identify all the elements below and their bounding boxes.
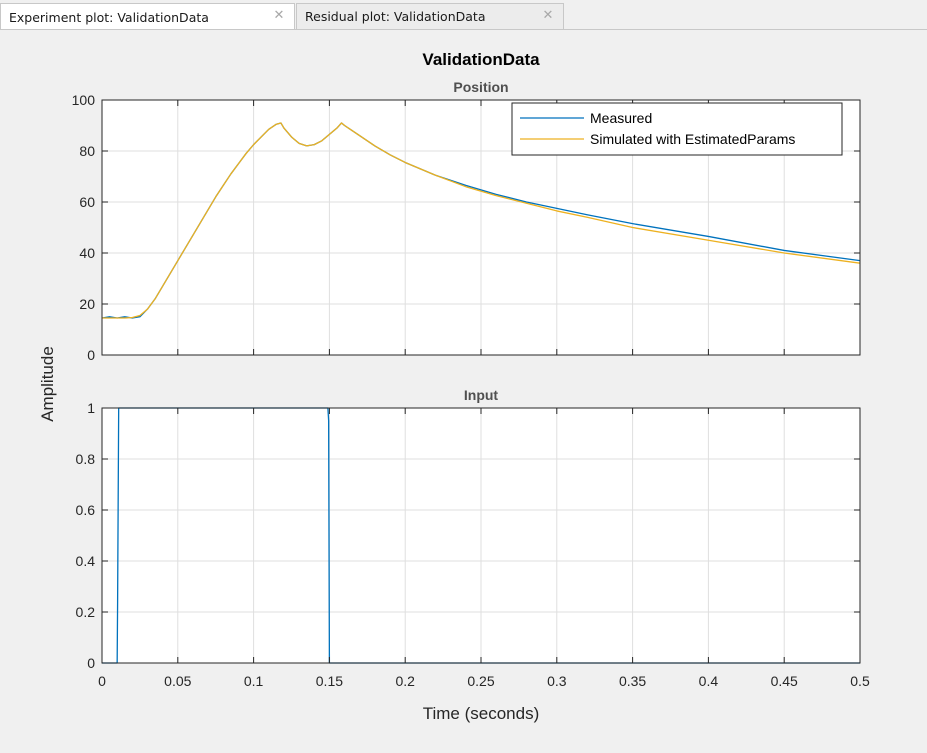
y-tick-label: 0 xyxy=(87,655,95,671)
x-tick-label: 0.15 xyxy=(316,673,343,689)
tab-bar: Experiment plot: ValidationData ✕ Residu… xyxy=(0,0,927,30)
legend-entry-simulated: Simulated with EstimatedParams xyxy=(590,131,795,147)
y-tick-label: 1 xyxy=(87,400,95,416)
y-tick-label: 60 xyxy=(79,194,95,210)
input-axes: 0 0.2 0.4 0.6 0.8 1 0 0.05 0.1 0.15 0.2 0.25 0.3 0.35… xyxy=(76,400,870,689)
y-tick-label: 20 xyxy=(79,296,95,312)
x-tick-label: 0.4 xyxy=(699,673,719,689)
y-tick-label: 0.4 xyxy=(76,553,96,569)
x-tick-label: 0.1 xyxy=(244,673,264,689)
y-axis-label: Amplitude xyxy=(38,346,57,422)
tab-experiment-plot[interactable]: Experiment plot: ValidationData ✕ xyxy=(0,3,295,30)
x-axis-label: Time (seconds) xyxy=(423,704,540,723)
x-tick-label: 0.5 xyxy=(850,673,870,689)
close-icon[interactable]: ✕ xyxy=(273,8,285,23)
figure-area: ValidationData Position Input Amplitude … xyxy=(0,30,927,753)
series-line-simulated xyxy=(102,122,861,319)
input-axes-title: Input xyxy=(464,387,499,403)
chart-svg: ValidationData Position Input Amplitude … xyxy=(38,50,870,723)
y-tick-label: 40 xyxy=(79,245,95,261)
tab-bar-divider xyxy=(0,29,927,30)
tab-residual-plot-label: Residual plot: ValidationData xyxy=(305,9,486,24)
x-tick-label: 0 xyxy=(98,673,106,689)
y-tick-label: 0.8 xyxy=(76,451,96,467)
x-tick-label: 0.3 xyxy=(547,673,567,689)
legend-box xyxy=(511,102,843,156)
x-tick-label: 0.25 xyxy=(467,673,494,689)
tab-residual-plot[interactable]: Residual plot: ValidationData ✕ xyxy=(296,3,564,29)
y-tick-label: 100 xyxy=(72,92,96,108)
y-tick-label: 0.6 xyxy=(76,502,96,518)
x-tick-label: 0.45 xyxy=(771,673,798,689)
y-tick-label: 0.2 xyxy=(76,604,96,620)
x-tick-label: 0.05 xyxy=(164,673,191,689)
tab-experiment-plot-label: Experiment plot: ValidationData xyxy=(9,9,209,25)
position-axes-title: Position xyxy=(453,79,508,95)
y-tick-label: 0 xyxy=(87,347,95,363)
legend-entry-measured: Measured xyxy=(590,110,652,126)
legend: Measured Simulated with EstimatedParams xyxy=(511,102,843,156)
figure-title: ValidationData xyxy=(422,50,540,69)
close-icon[interactable]: ✕ xyxy=(542,8,554,23)
x-tick-label: 0.35 xyxy=(619,673,646,689)
x-tick-label: 0.2 xyxy=(395,673,415,689)
y-tick-label: 80 xyxy=(79,143,95,159)
